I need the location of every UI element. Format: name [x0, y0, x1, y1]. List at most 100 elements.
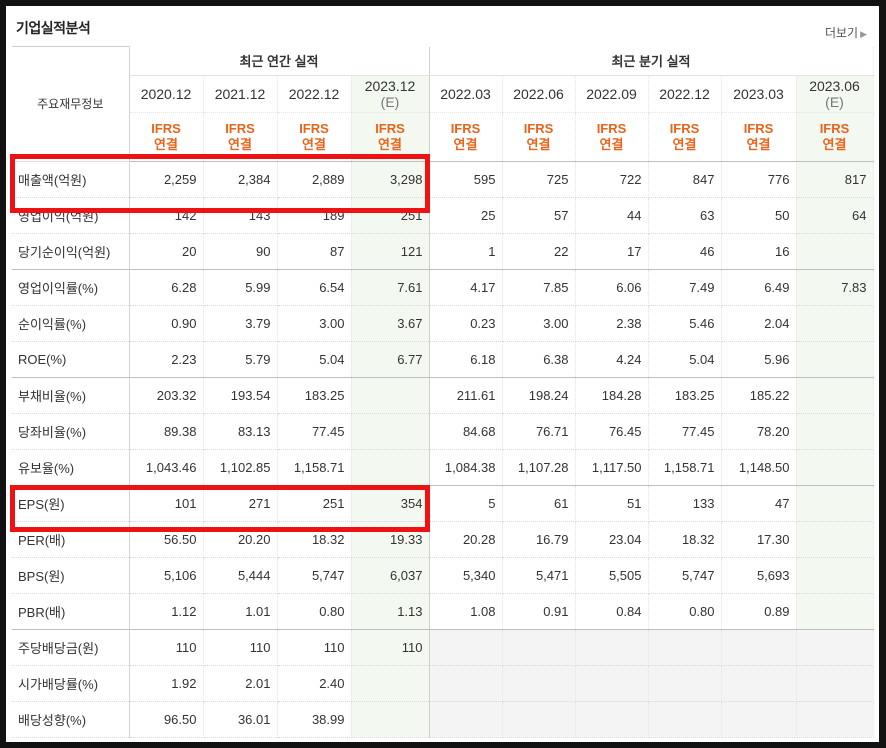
table-cell: 5.46 [648, 305, 722, 342]
table-cell: 83.13 [203, 413, 278, 450]
table-row: EPS(원) 101 271 251 354 5 61 51 133 47 [12, 485, 874, 522]
row-label: 부채비율(%) [12, 377, 130, 414]
table-cell [796, 341, 874, 378]
period-label: 2023.12 [364, 77, 416, 94]
table-cell: 6.06 [575, 269, 649, 306]
basis-consolidation: 연결 [822, 136, 847, 152]
table-cell: 89.38 [129, 413, 204, 450]
table-cell [721, 701, 797, 738]
table-cell: 6.77 [351, 341, 430, 378]
table-cell: 2.23 [129, 341, 204, 378]
period-label: 2020.12 [140, 85, 192, 102]
basis-consolidation: 연결 [746, 136, 771, 152]
table-cell [721, 665, 797, 702]
table-cell: 63 [648, 197, 722, 234]
table-cell: 17.30 [721, 521, 797, 558]
table-cell: 16.79 [502, 521, 576, 558]
table-cell [648, 701, 722, 738]
table-cell: 20 [129, 233, 204, 270]
basis-header: IFRS 연결 [648, 112, 722, 162]
basis-consolidation: 연결 [453, 136, 478, 152]
table-cell: 51 [575, 485, 649, 522]
basis-header: IFRS 연결 [721, 112, 797, 162]
table-cell: 57 [502, 197, 576, 234]
basis-consolidation: 연결 [228, 136, 252, 152]
table-cell: 2.40 [277, 665, 352, 702]
table-cell: 725 [502, 161, 576, 198]
table-cell [796, 449, 874, 486]
table-cell: 1.12 [129, 593, 204, 630]
table-cell: 7.85 [502, 269, 576, 306]
table-cell: 5.79 [203, 341, 278, 378]
table-cell: 847 [648, 161, 722, 198]
basis-header: IFRS 연결 [129, 112, 204, 162]
period-header: 2022.12 [648, 75, 722, 113]
period-header: 2022.03 [429, 75, 503, 113]
table-cell: 5 [429, 485, 503, 522]
table-cell: 110 [277, 629, 352, 666]
table-cell: 184.28 [575, 377, 649, 414]
table-cell: 3,298 [351, 161, 430, 198]
table-cell: 0.89 [721, 593, 797, 630]
table-cell: 1,107.28 [502, 449, 576, 486]
financial-summary-panel: 기업실적분석 더보기 ▶ 주요재무정보 최근 연간 실적 최근 분기 실적 202… [6, 6, 879, 742]
table-row: 영업이익률(%) 6.28 5.99 6.54 7.61 4.17 7.85 6.06 7.49… [12, 269, 874, 306]
table-cell: 76.45 [575, 413, 649, 450]
basis-header: IFRS 연결 [203, 112, 278, 162]
table-row: PER(배) 56.50 20.20 18.32 19.33 20.28 16.79 23.0… [12, 521, 874, 558]
table-cell [796, 521, 874, 558]
table-cell: 16 [721, 233, 797, 270]
more-link[interactable]: 더보기 ▶ [825, 24, 867, 41]
table-cell: 1,084.38 [429, 449, 503, 486]
basis-standard: IFRS [669, 120, 700, 136]
table-row: 시가배당률(%) 1.92 2.01 2.40 [12, 665, 874, 702]
group-annual: 최근 연간 실적 [129, 46, 430, 76]
table-cell: 5.04 [648, 341, 722, 378]
financial-table: 주요재무정보 최근 연간 실적 최근 분기 실적 2020.12 2021.12 2… [12, 46, 874, 738]
table-cell: 5.96 [721, 341, 797, 378]
table-cell: 1,158.71 [277, 449, 352, 486]
basis-consolidation: 연결 [672, 136, 697, 152]
basis-header: IFRS 연결 [502, 112, 576, 162]
table-cell: 185.22 [721, 377, 797, 414]
table-cell: 18.32 [648, 521, 722, 558]
table-row: 당좌비율(%) 89.38 83.13 77.45 84.68 76.71 76.45 77.… [12, 413, 874, 450]
table-cell: 61 [502, 485, 576, 522]
table-cell: 133 [648, 485, 722, 522]
table-cell: 23.04 [575, 521, 649, 558]
period-label: 2023.06 [809, 77, 860, 94]
table-cell: 20.28 [429, 521, 503, 558]
row-label: 유보율(%) [12, 449, 130, 486]
table-row: 부채비율(%) 203.32 193.54 183.25 211.61 198.24 184… [12, 377, 874, 414]
period-header: 2020.12 [129, 75, 204, 113]
table-cell [351, 377, 430, 414]
table-cell [429, 665, 503, 702]
basis-consolidation: 연결 [526, 136, 551, 152]
table-cell [796, 233, 874, 270]
table-cell: 5,747 [648, 557, 722, 594]
table-cell: 101 [129, 485, 204, 522]
table-cell: 47 [721, 485, 797, 522]
table-cell: 271 [203, 485, 278, 522]
table-cell [575, 665, 649, 702]
row-label: BPS(원) [12, 557, 130, 594]
table-cell: 2.38 [575, 305, 649, 342]
table-cell: 198.24 [502, 377, 576, 414]
table-row: 순이익률(%) 0.90 3.79 3.00 3.67 0.23 3.00 2.38 5.46 2… [12, 305, 874, 342]
row-label: PBR(배) [12, 593, 130, 630]
row-label: 순이익률(%) [12, 305, 130, 342]
row-label: 주당배당금(원) [12, 629, 130, 666]
table-cell [796, 305, 874, 342]
table-cell: 110 [351, 629, 430, 666]
highlight-box-eps [10, 485, 430, 532]
period-label: 2022.03 [440, 85, 491, 102]
table-cell [502, 665, 576, 702]
table-cell: 0.80 [648, 593, 722, 630]
table-cell: 50 [721, 197, 797, 234]
basis-consolidation: 연결 [378, 136, 402, 152]
table-row: PBR(배) 1.12 1.01 0.80 1.13 1.08 0.91 0.84 0.80 0.… [12, 593, 874, 630]
table-cell: 2,384 [203, 161, 278, 198]
table-row: 매출액(억원) 2,259 2,384 2,889 3,298 595 725 722 847 7… [12, 161, 874, 198]
table-cell [796, 377, 874, 414]
row-label: 배당성향(%) [12, 701, 130, 738]
